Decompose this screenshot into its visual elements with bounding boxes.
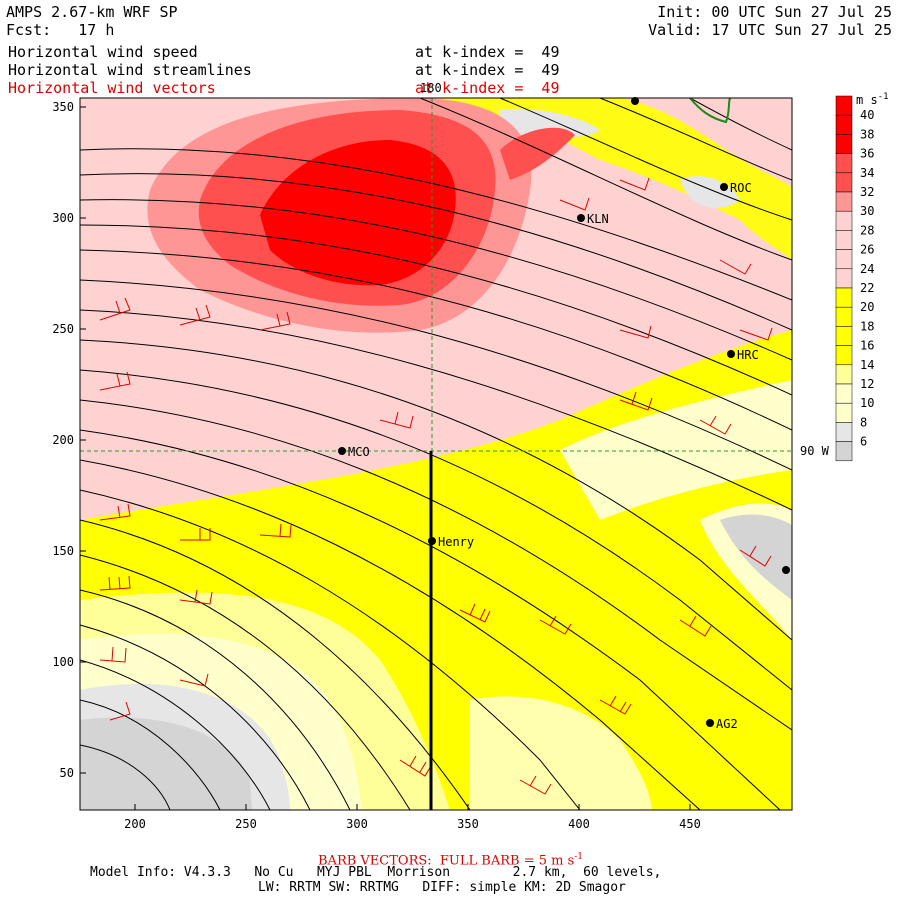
colorbar-bin bbox=[835, 287, 853, 308]
y-tick-label: 100 bbox=[52, 655, 74, 669]
station-marker bbox=[631, 97, 639, 105]
colorbar-label: 32 bbox=[860, 185, 874, 199]
colorbar-bin bbox=[835, 153, 853, 174]
station-label: HRC bbox=[737, 348, 759, 362]
model-info: Model Info: V4.3.3 No Cu MYJ PBL Morriso… bbox=[90, 865, 662, 880]
stations: ROC KLN HRC MCO Henry AG2 bbox=[338, 97, 790, 731]
colorbar-bin bbox=[835, 441, 853, 462]
speed-shading-cream-south bbox=[470, 696, 652, 810]
station-marker bbox=[782, 566, 790, 574]
colorbar-label: 18 bbox=[860, 319, 874, 333]
x-axis-labels: 200 250 300 350 400 450 bbox=[124, 817, 701, 831]
model-title: AMPS 2.67-km WRF SP bbox=[6, 3, 178, 21]
station-marker bbox=[428, 537, 436, 545]
colorbar-label: 8 bbox=[860, 415, 867, 429]
axis-ticks bbox=[80, 106, 691, 810]
colorbar-bin bbox=[835, 345, 853, 366]
station-label: MCO bbox=[348, 445, 370, 459]
station-label: Henry bbox=[438, 535, 474, 549]
field-wind-vectors: Horizontal wind vectors bbox=[8, 79, 216, 97]
y-tick-label: 150 bbox=[52, 544, 74, 558]
speed-shading-gray-east bbox=[720, 514, 792, 600]
colorbar-bin bbox=[835, 191, 853, 212]
colorbar-bin bbox=[835, 402, 853, 423]
field-streamlines-level: at k-index = 49 bbox=[415, 61, 560, 79]
station-marker bbox=[720, 183, 728, 191]
station-marker bbox=[727, 350, 735, 358]
y-tick-label: 50 bbox=[60, 766, 74, 780]
lon-180-label: 180 bbox=[420, 81, 442, 95]
colorbar-bin bbox=[835, 249, 853, 270]
colorbar-bin bbox=[835, 326, 853, 346]
init-time: Init: 00 UTC Sun 27 Jul 25 bbox=[657, 3, 892, 21]
y-tick-label: 300 bbox=[52, 211, 74, 225]
colorbar-unit: m s-1 bbox=[856, 92, 889, 107]
field-streamlines: Horizontal wind streamlines bbox=[8, 61, 252, 79]
colorbar-label: 40 bbox=[860, 108, 874, 122]
colorbar-label: 12 bbox=[860, 377, 874, 391]
station-label: ROC bbox=[730, 181, 752, 195]
colorbar-bin bbox=[835, 210, 853, 231]
colorbar-bin bbox=[835, 306, 853, 327]
y-axis-labels: 350 300 250 200 150 100 50 bbox=[52, 100, 74, 780]
station-marker bbox=[706, 719, 714, 727]
y-tick-label: 350 bbox=[52, 100, 74, 114]
speed-shading-dark-red bbox=[260, 140, 456, 286]
colorbar-label: 16 bbox=[860, 339, 874, 353]
colorbar-bin bbox=[835, 422, 853, 442]
colorbar-label: 30 bbox=[860, 204, 874, 218]
x-tick-label: 300 bbox=[346, 817, 368, 831]
colorbar-label: 10 bbox=[860, 396, 874, 410]
physics-info: LW: RRTM SW: RRTMG DIFF: simple KM: 2D S… bbox=[258, 880, 626, 895]
colorbar-label: 36 bbox=[860, 147, 874, 161]
colorbar-bin bbox=[835, 364, 853, 385]
colorbar-bin bbox=[835, 230, 853, 250]
x-tick-label: 250 bbox=[235, 817, 257, 831]
speed-shading-pink-ne bbox=[620, 98, 792, 190]
station-marker bbox=[577, 214, 585, 222]
colorbar-label: 14 bbox=[860, 358, 874, 372]
x-tick-label: 350 bbox=[457, 817, 479, 831]
x-tick-label: 200 bbox=[124, 817, 146, 831]
field-wind-speed-level: at k-index = 49 bbox=[415, 43, 560, 61]
colorbar-bin bbox=[835, 95, 853, 116]
colorbar-label: 20 bbox=[860, 300, 874, 314]
speed-shading-cream-se bbox=[560, 380, 792, 520]
streamlines bbox=[80, 98, 792, 810]
colorbar-label: 24 bbox=[860, 262, 874, 276]
station-label: KLN bbox=[587, 212, 609, 226]
colorbar: 40 38 36 34 32 30 28 26 24 22 20 18 16 14 12 10 8 6 bbox=[835, 95, 874, 462]
colorbar-bin bbox=[835, 172, 853, 193]
colorbar-label: 6 bbox=[860, 435, 867, 449]
colorbar-label: 38 bbox=[860, 127, 874, 141]
field-wind-vectors-level: at k-index = 49 bbox=[415, 79, 560, 97]
colorbar-bin bbox=[835, 383, 853, 404]
lat-90w-label: 90 W bbox=[800, 444, 830, 458]
colorbar-label: 22 bbox=[860, 281, 874, 295]
colorbar-label: 26 bbox=[860, 243, 874, 257]
x-tick-label: 450 bbox=[679, 817, 701, 831]
colorbar-label: 34 bbox=[860, 166, 874, 180]
station-label: AG2 bbox=[716, 717, 738, 731]
field-wind-speed: Horizontal wind speed bbox=[8, 43, 198, 61]
station-marker bbox=[338, 447, 346, 455]
map-frame bbox=[79, 97, 793, 811]
speed-shading-gray bbox=[80, 717, 252, 810]
y-tick-label: 200 bbox=[52, 433, 74, 447]
colorbar-bin bbox=[835, 268, 853, 289]
colorbar-bin bbox=[835, 134, 853, 154]
forecast-hour: Fcst: 17 h bbox=[6, 21, 115, 39]
colorbar-label: 28 bbox=[860, 223, 874, 237]
wind-barbs bbox=[99, 177, 773, 795]
y-tick-label: 250 bbox=[52, 322, 74, 336]
x-tick-label: 400 bbox=[568, 817, 590, 831]
valid-time: Valid: 17 UTC Sun 27 Jul 25 bbox=[648, 21, 892, 39]
coastline bbox=[689, 98, 731, 124]
colorbar-bin bbox=[835, 114, 853, 135]
barb-note: BARB VECTORS: FULL BARB = 5 m s-1 bbox=[318, 852, 584, 869]
speed-shading-yellow-ne bbox=[440, 98, 792, 260]
